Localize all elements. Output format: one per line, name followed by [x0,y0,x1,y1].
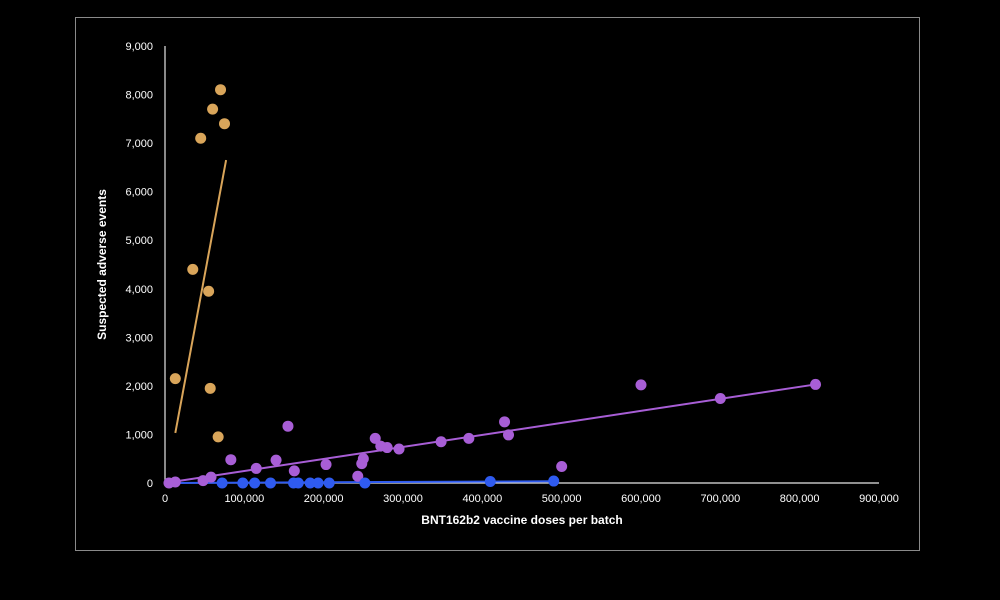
data-point [556,460,568,472]
y-tick-label: 7,000 [125,138,153,150]
chart-frame: 0 1,000 2,000 3,000 4,000 5,000 6,000 7,000 8,00… [75,17,920,551]
data-points [163,84,822,489]
y-tick-label: 2,000 [125,381,153,393]
data-point [810,378,822,390]
data-point [369,432,381,444]
y-tick-label: 4,000 [125,284,153,296]
tick-labels: 0 1,000 2,000 3,000 4,000 5,000 6,000 7,000 8,00… [125,41,898,505]
trendlines [164,159,816,484]
y-axis-title: Suspected adverse events [95,189,109,340]
x-tick-label: 0 [162,493,168,505]
x-tick-label: 200,000 [304,493,344,505]
data-point [219,118,230,130]
data-point [205,471,217,483]
data-point [714,393,726,405]
data-point [357,453,369,465]
axes [164,46,879,484]
y-tick-label: 0 [147,478,153,490]
y-tick-label: 6,000 [125,187,153,199]
data-point [203,285,215,297]
data-point [503,429,515,441]
data-point [204,382,216,394]
data-point [169,373,181,385]
x-axis-title: BNT162b2 vaccine doses per batch [421,513,622,527]
data-point [320,459,332,471]
y-tick-label: 3,000 [125,332,153,344]
data-point [323,477,335,489]
data-point [225,454,237,466]
data-point [216,477,228,489]
x-tick-label: 600,000 [621,493,661,505]
data-point [282,420,294,432]
data-point [169,476,181,488]
y-tick-label: 5,000 [125,235,153,247]
data-point [187,263,199,275]
data-point [265,477,277,489]
data-point [463,432,475,444]
trendline-1 [164,383,816,484]
x-tick-label: 400,000 [462,493,502,505]
y-tick-label: 1,000 [125,429,153,441]
x-tick-label: 700,000 [700,493,740,505]
data-point [207,103,219,115]
x-tick-label: 800,000 [780,493,820,505]
data-point [304,477,316,489]
data-point [499,416,511,428]
x-tick-label: 100,000 [224,493,264,505]
data-point [237,477,249,489]
data-point [215,84,227,96]
data-point [359,477,371,489]
data-point [548,475,560,487]
data-point [288,465,300,477]
data-point [484,476,496,488]
data-point [250,462,262,474]
y-tick-label: 8,000 [125,90,153,102]
y-tick-label: 9,000 [125,41,153,53]
data-point [635,379,647,391]
data-point [393,443,405,455]
data-point [292,477,304,489]
x-tick-label: 500,000 [542,493,582,505]
trendline-0 [174,159,228,434]
data-point [312,477,324,489]
x-tick-label: 300,000 [383,493,423,505]
x-tick-label: 900,000 [859,493,899,505]
data-point [381,442,393,454]
scatter-plot: 0 1,000 2,000 3,000 4,000 5,000 6,000 7,000 8,00… [95,41,899,527]
data-point [352,470,364,482]
data-point [195,132,207,144]
data-point [435,436,447,448]
data-point [270,454,282,466]
data-point [212,431,224,443]
data-point [249,477,261,489]
